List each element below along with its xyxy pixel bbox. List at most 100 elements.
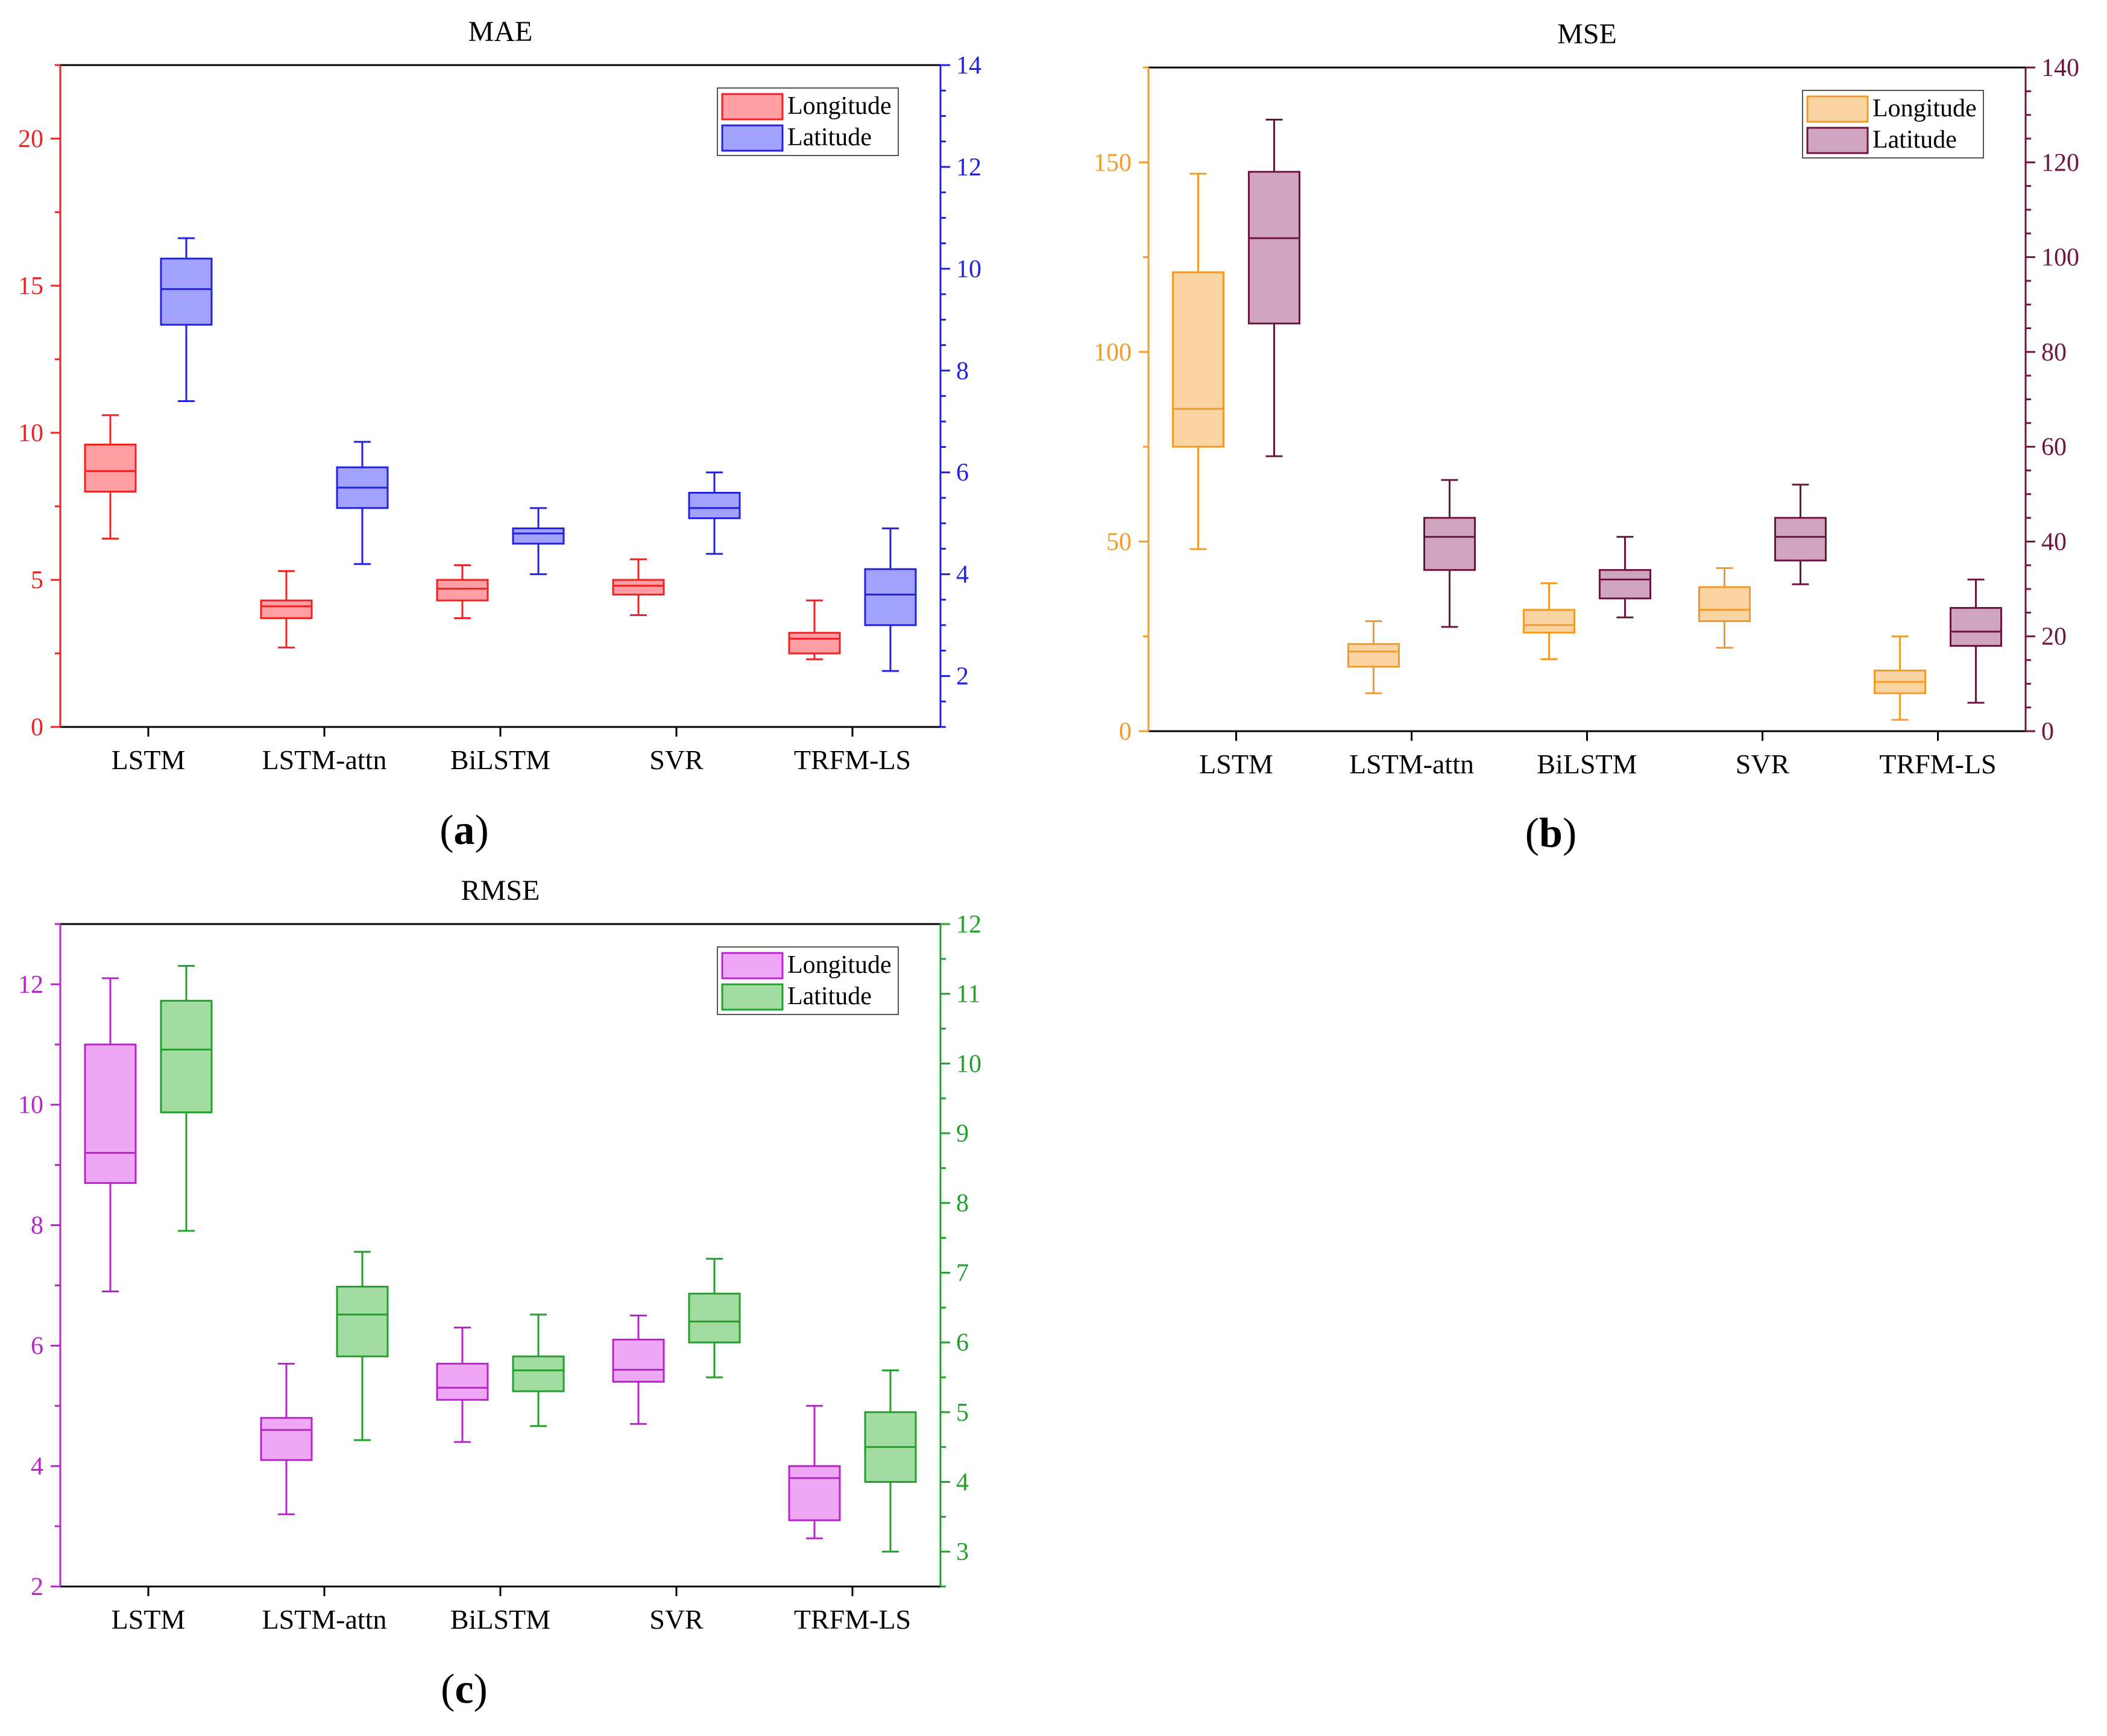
iqr-box [612,579,665,596]
legend: Longitude Latitude [717,87,899,156]
right-tick-label: 4 [956,1468,969,1496]
box-longitude-lstm-attn [260,1362,313,1515]
legend-label-longitude: Longitude [1872,95,1977,122]
right-tick-label: 8 [956,357,969,385]
right-tick-label: 3 [956,1538,969,1566]
iqr-box [1248,171,1300,325]
box-longitude-bilstm [1523,582,1575,660]
iqr-box [1172,271,1224,448]
iqr-box [1523,609,1575,634]
legend-swatch-longitude [721,952,784,980]
category-label: LSTM [112,744,186,775]
box-latitude-bilstm [512,1313,565,1427]
box-longitude-trfm-ls [788,1404,841,1539]
left-tick-label: 100 [1094,339,1132,366]
panel-caption: (b) [1525,810,1577,857]
category-label: BiLSTM [450,744,550,775]
box-longitude-lstm-attn [1347,620,1400,694]
legend-swatch-latitude [721,124,784,152]
left-tick-label: 15 [18,272,43,300]
box-latitude-lstm [1248,119,1300,458]
box-latitude-trfm-ls [1950,578,2002,704]
right-tick-label: 4 [956,561,969,589]
box-longitude-bilstm [436,1326,489,1443]
left-tick-label: 6 [31,1332,43,1360]
iqr-box [864,568,917,626]
legend-label-longitude: Longitude [787,92,892,120]
category-label: TRFM-LS [794,1604,911,1635]
left-tick-label: 10 [18,420,43,447]
left-tick-label: 5 [31,567,43,594]
iqr-box [1950,607,2002,647]
legend-label-latitude: Latitude [1872,126,1957,154]
right-tick-label: 80 [2041,339,2067,366]
left-tick-label: 50 [1106,528,1132,556]
chart-title: RMSE [461,875,540,907]
box-latitude-svr [688,1257,741,1379]
chart-panel-rmse: RMSE 2 4 6 8 10 12 3 4 5 6 7 8 9 10 11 12 LSTM LSTM-attn Bi… [18,875,981,1712]
left-tick-label: 4 [31,1453,43,1480]
iqr-box [260,599,313,619]
iqr-box [1698,586,1751,623]
box-latitude-bilstm [512,507,565,576]
iqr-box [688,1292,741,1344]
iqr-box [336,1286,389,1357]
left-tick-label: 2 [31,1573,43,1601]
box-latitude-lstm-attn [336,441,389,565]
category-label: TRFM-LS [1879,749,1996,779]
box-latitude-svr [1774,483,1827,585]
legend: Longitude Latitude [717,946,899,1015]
box-latitude-lstm-attn [1423,479,1476,628]
category-label: LSTM-attn [1349,749,1474,779]
category-label: BiLSTM [450,1604,550,1635]
right-tick-label: 20 [2041,623,2067,651]
iqr-box [512,527,565,545]
legend-label-latitude: Latitude [787,983,872,1010]
box-latitude-bilstm [1599,536,1651,618]
box-longitude-lstm [1172,172,1224,550]
right-tick-label: 100 [2041,244,2079,272]
iqr-box [1423,517,1476,571]
left-tick-label: 150 [1094,149,1132,177]
legend-swatch-longitude [721,93,784,121]
category-label: SVR [649,1604,704,1635]
legend: Longitude Latitude [1802,90,1984,159]
iqr-box [1774,517,1827,562]
iqr-box [160,257,213,326]
category-label: SVR [649,744,704,775]
box-latitude-lstm-attn [336,1251,389,1441]
iqr-box [1599,569,1651,600]
right-tick-label: 7 [956,1259,969,1287]
right-tick-label: 6 [956,459,969,487]
legend-label-latitude: Latitude [787,124,872,151]
panel-caption: (a) [439,807,489,854]
iqr-box [84,1043,137,1184]
box-latitude-svr [688,471,741,555]
left-tick-label: 8 [31,1212,43,1240]
left-tick-label: 0 [31,714,43,741]
right-tick-label: 8 [956,1190,969,1218]
right-tick-label: 60 [2041,433,2067,461]
iqr-box [788,632,841,655]
box-longitude-lstm [84,414,137,540]
iqr-box [512,1355,565,1392]
right-tick-label: 140 [2041,54,2079,82]
iqr-box [1347,643,1400,668]
box-longitude-trfm-ls [1874,635,1926,721]
category-label: LSTM-attn [262,1604,387,1635]
iqr-box [436,1362,489,1401]
category-label: SVR [1736,749,1790,779]
legend-swatch-latitude [721,983,784,1011]
right-tick-label: 6 [956,1329,969,1357]
box-latitude-lstm [160,237,213,402]
left-tick-label: 12 [18,971,43,999]
right-tick-label: 10 [956,1050,981,1078]
iqr-box [436,579,489,602]
chart-title: MSE [1557,18,1617,50]
box-latitude-lstm [160,964,213,1232]
iqr-box [788,1465,841,1521]
right-tick-label: 14 [956,52,981,80]
iqr-box [84,444,137,493]
iqr-box [688,491,741,520]
